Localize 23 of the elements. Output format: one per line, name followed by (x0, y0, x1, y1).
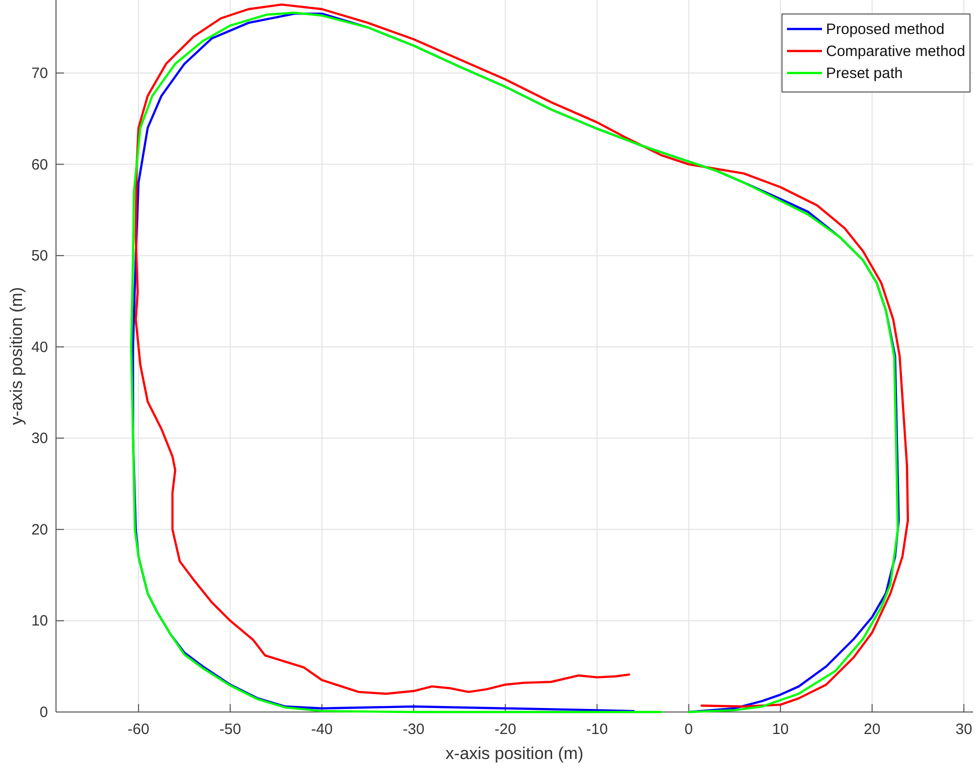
y-tick-label: 70 (31, 65, 48, 82)
x-tick-label: -60 (128, 721, 150, 738)
y-tick-label: 10 (31, 612, 48, 630)
legend-label: Preset path (826, 65, 903, 82)
x-tick-label: 30 (955, 721, 972, 738)
y-tick-label: 0 (40, 704, 48, 721)
y-tick-label: 30 (31, 430, 48, 448)
x-tick-label: -40 (311, 721, 333, 738)
legend-label: Comparative method (826, 43, 966, 60)
legend-label: Proposed method (826, 21, 944, 38)
x-tick-label: 10 (772, 721, 789, 738)
x-tick-label: -10 (586, 721, 608, 738)
x-axis-title: x-axis position (m) (446, 744, 584, 763)
x-tick-label: -20 (494, 721, 516, 738)
y-tick-label: 50 (31, 248, 48, 265)
x-tick-label: -30 (402, 721, 424, 738)
y-tick-label: 20 (31, 521, 48, 538)
y-tick-label: 60 (31, 156, 48, 174)
x-tick-label: 20 (864, 721, 880, 738)
x-tick-label: 0 (684, 721, 693, 738)
x-tick-label: -50 (219, 721, 242, 738)
y-axis-title: y-axis position (m) (7, 287, 26, 425)
y-tick-label: 40 (31, 338, 48, 356)
